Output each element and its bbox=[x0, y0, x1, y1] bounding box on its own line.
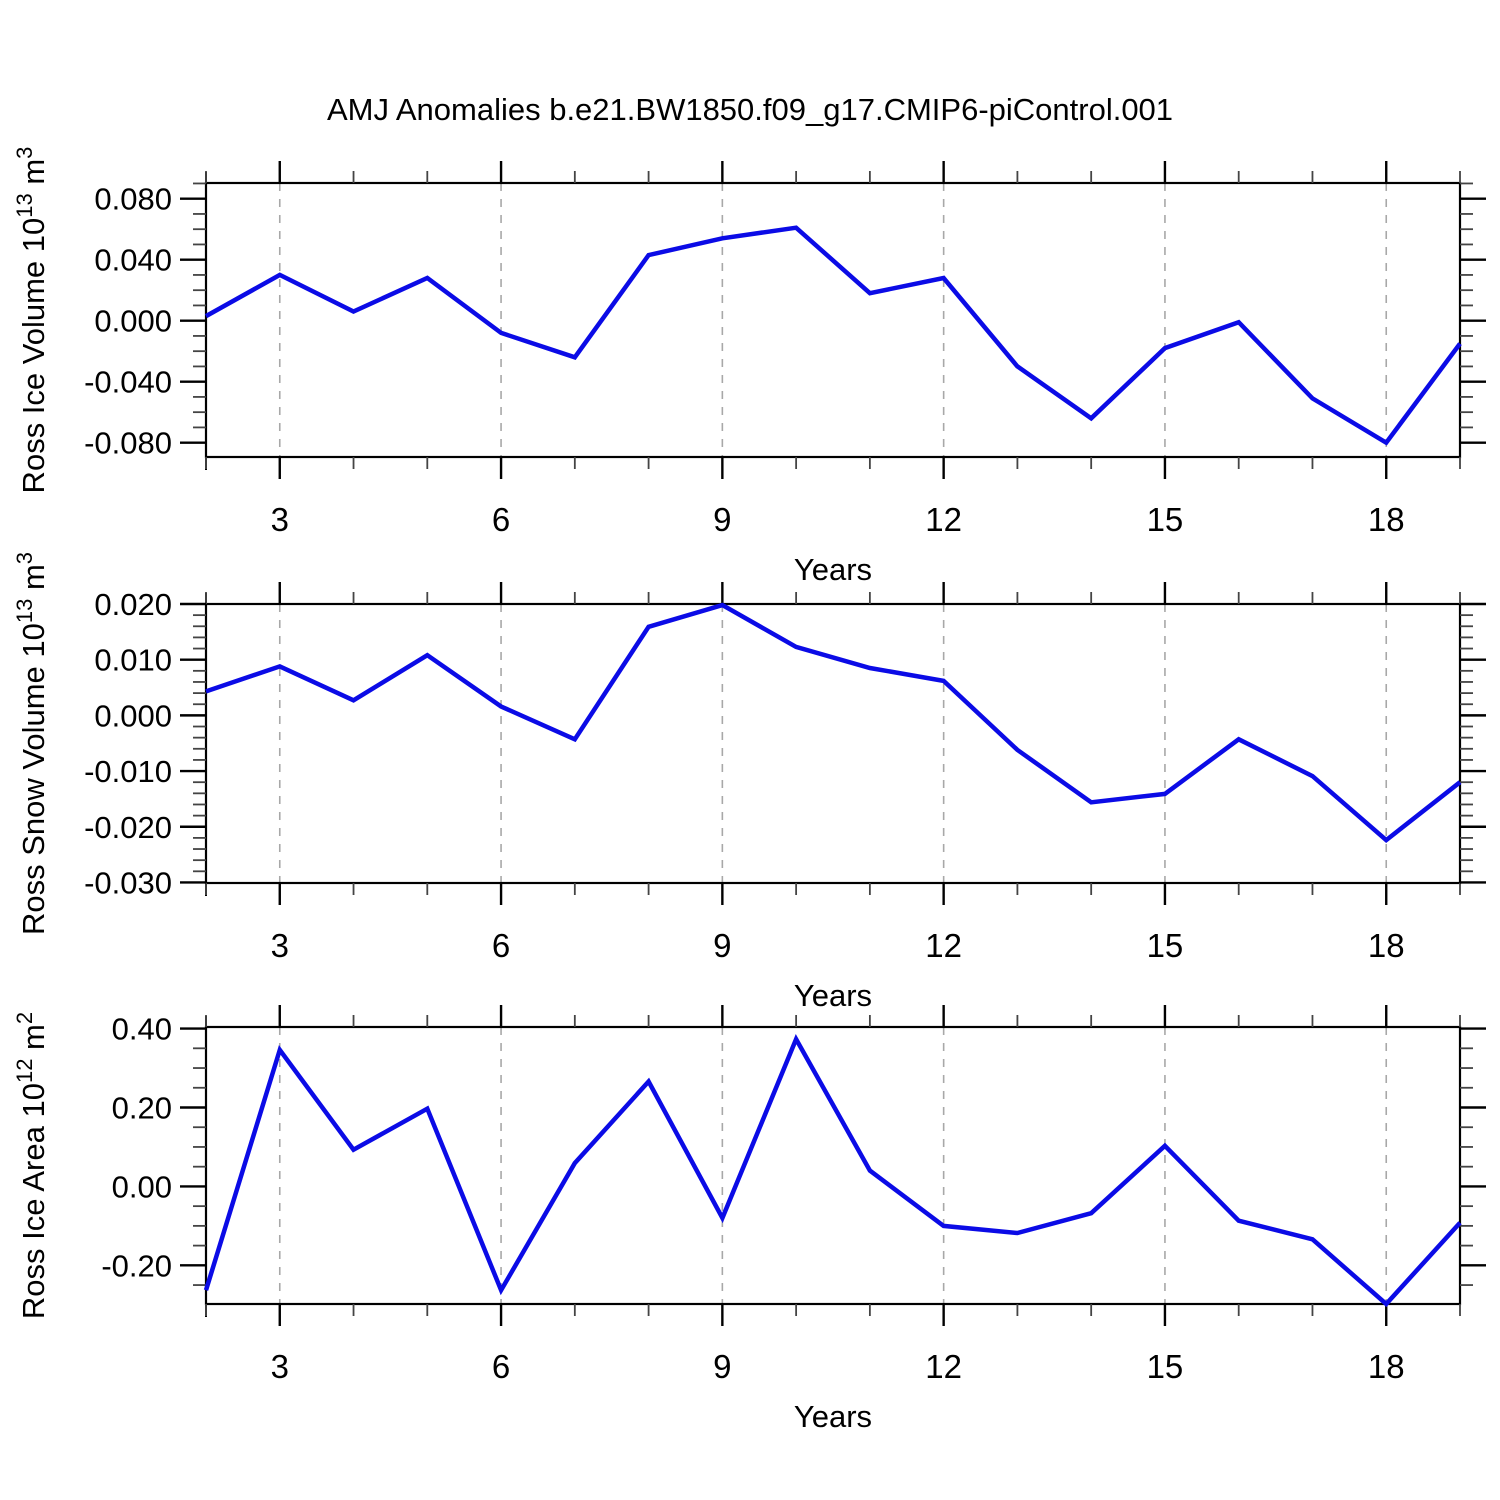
chart-ross-ice-volume: 0.080 0.040 0.000 -0.040 -0.080 3 6 9 12 15 18 Year… bbox=[12, 147, 1486, 587]
x-tick-label-18: 18 bbox=[1368, 927, 1405, 964]
chart-ross-snow-volume: 0.020 0.010 0.000 -0.010 -0.020 -0.030 3 6 9 12 15… bbox=[12, 552, 1486, 1013]
y-tick-label: -0.010 bbox=[84, 754, 172, 789]
data-line bbox=[203, 1034, 1462, 1308]
x-tick-label-6: 6 bbox=[492, 1348, 510, 1385]
figure-title: AMJ Anomalies b.e21.BW1850.f09_g17.CMIP6… bbox=[326, 92, 1174, 127]
y-tick-label: -0.030 bbox=[84, 865, 172, 900]
x-axis-title: Years bbox=[794, 552, 872, 587]
y-tick-label: -0.20 bbox=[101, 1248, 172, 1283]
plot-border bbox=[204, 602, 1462, 885]
data-line bbox=[204, 225, 1462, 446]
x-tick-label-15: 15 bbox=[1147, 927, 1184, 964]
y-tick-label: 0.40 bbox=[112, 1012, 172, 1047]
x-tick-label-9: 9 bbox=[713, 501, 731, 538]
x-tick-label-9: 9 bbox=[713, 927, 731, 964]
x-tick-label-3: 3 bbox=[271, 927, 289, 964]
y-tick-label: 0.000 bbox=[94, 698, 172, 733]
x-tick-label-15: 15 bbox=[1147, 501, 1184, 538]
x-tick-label-9: 9 bbox=[713, 1348, 731, 1385]
x-tick-label-18: 18 bbox=[1368, 501, 1405, 538]
plot-border bbox=[204, 1025, 1462, 1306]
x-tick-label-12: 12 bbox=[925, 927, 962, 964]
y-tick-label: -0.020 bbox=[84, 810, 172, 845]
chart-ross-ice-area: 0.40 0.20 0.00 -0.20 3 6 9 12 15 18 Years Ross Ice … bbox=[12, 1005, 1486, 1434]
y-tick-label: -0.080 bbox=[84, 426, 172, 461]
x-tick-label-6: 6 bbox=[492, 501, 510, 538]
x-tick-label-15: 15 bbox=[1147, 1348, 1184, 1385]
y-tick-label: -0.040 bbox=[84, 365, 172, 400]
y-tick-label: 0.00 bbox=[112, 1169, 172, 1204]
y-axis-title: Ross Ice Area 1012 m2 bbox=[12, 1012, 51, 1319]
x-tick-label-12: 12 bbox=[925, 501, 962, 538]
x-tick-label-6: 6 bbox=[492, 927, 510, 964]
y-tick-label: 0.000 bbox=[94, 304, 172, 339]
plot-border bbox=[204, 181, 1462, 459]
y-axis-title: Ross Ice Volume 1013 m3 bbox=[12, 147, 51, 494]
y-tick-label: 0.080 bbox=[94, 182, 172, 217]
x-tick-label-3: 3 bbox=[271, 501, 289, 538]
x-tick-label-18: 18 bbox=[1368, 1348, 1405, 1385]
x-axis-title: Years bbox=[794, 1399, 872, 1434]
y-tick-label: 0.040 bbox=[94, 243, 172, 278]
y-tick-label: 0.020 bbox=[94, 587, 172, 622]
x-axis-title: Years bbox=[794, 978, 872, 1013]
y-tick-label: 0.20 bbox=[112, 1090, 172, 1125]
y-axis-title: Ross Snow Volume 1013 m3 bbox=[12, 552, 51, 935]
x-tick-label-3: 3 bbox=[271, 1348, 289, 1385]
data-line bbox=[205, 602, 1462, 844]
y-tick-label: 0.010 bbox=[94, 643, 172, 678]
x-tick-label-12: 12 bbox=[925, 1348, 962, 1385]
